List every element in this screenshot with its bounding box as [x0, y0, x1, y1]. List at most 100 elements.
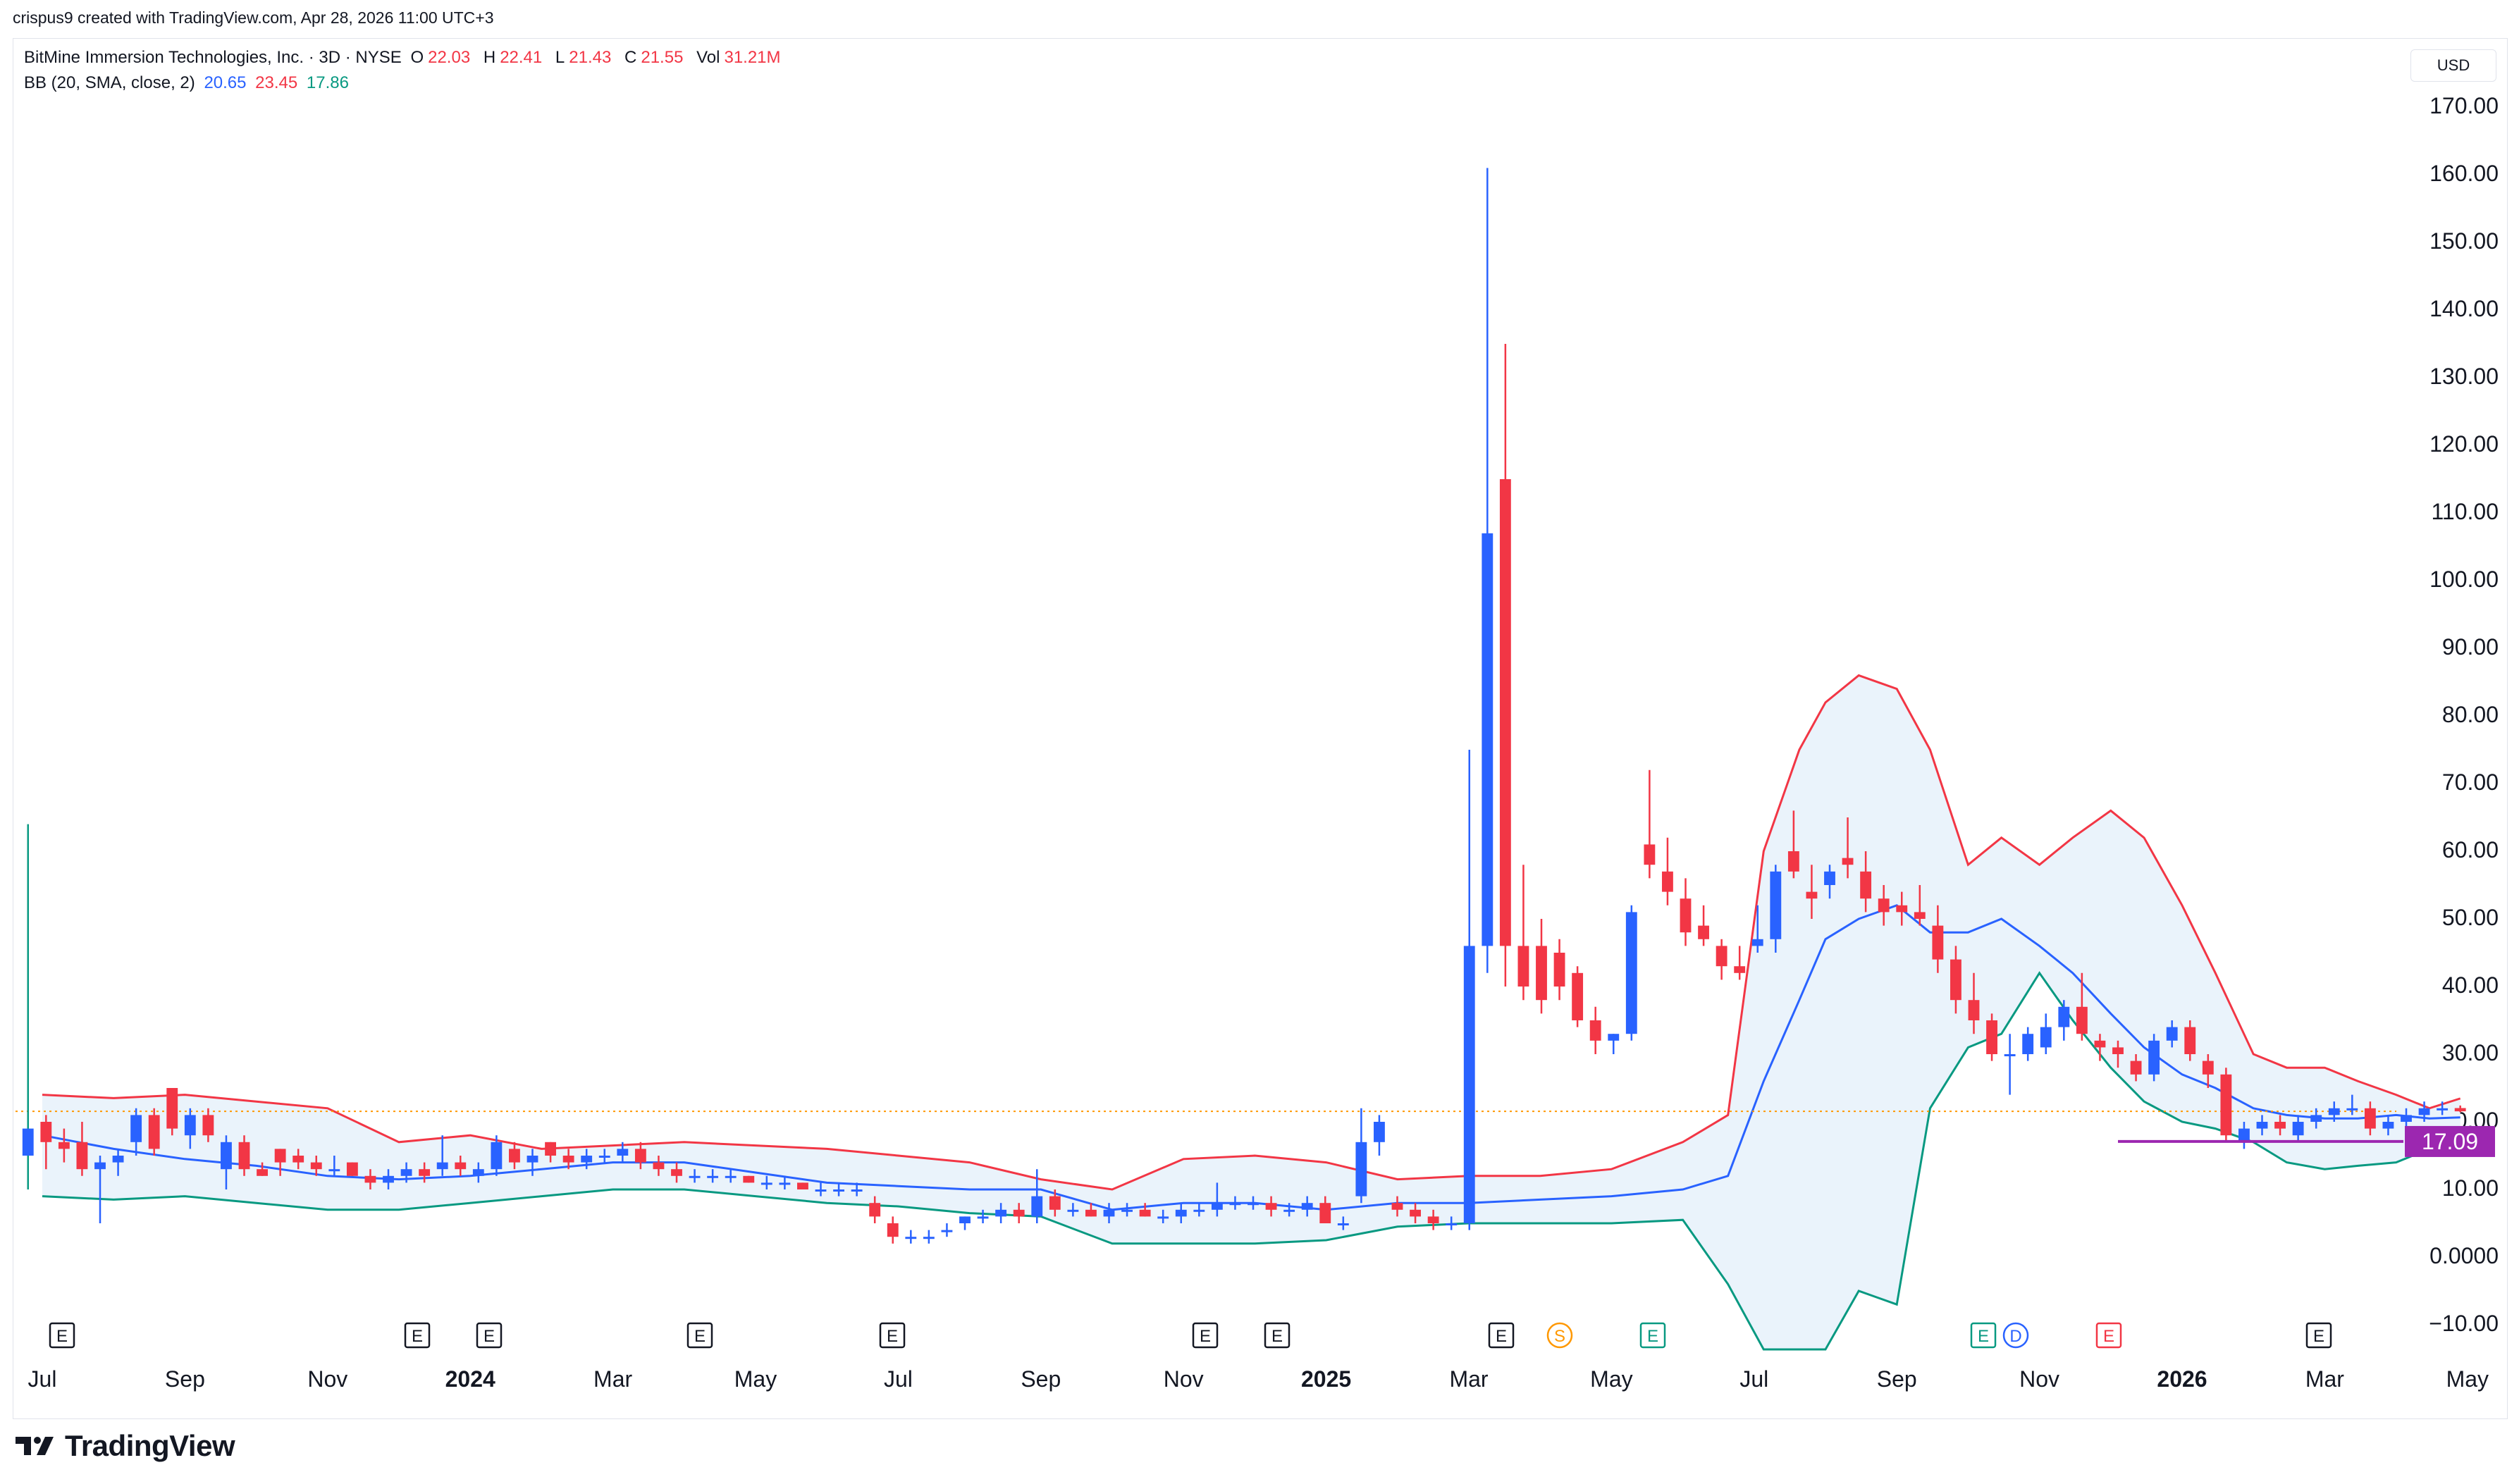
candle-body: [2310, 1115, 2322, 1122]
event-marker-d: [2002, 1322, 2029, 1349]
candle-body: [1896, 905, 1908, 913]
candle-body: [634, 1149, 646, 1163]
candle-body: [2004, 1054, 2016, 1056]
y-tick-label: 150.00: [2429, 228, 2499, 254]
candle-body: [184, 1115, 196, 1136]
y-tick-label: 40.00: [2442, 972, 2499, 998]
candle-body: [851, 1189, 863, 1192]
candle-body: [1175, 1209, 1187, 1217]
bb-label[interactable]: BB (20, SMA, close, 2): [24, 73, 195, 92]
candle-body: [526, 1156, 538, 1163]
candle-body: [2040, 1027, 2052, 1048]
candle-body: [419, 1169, 431, 1176]
x-tick-label: May: [2446, 1366, 2489, 1392]
candle-body: [400, 1169, 412, 1176]
candle-body: [1914, 912, 1926, 919]
candle-body: [22, 1128, 34, 1156]
event-marker-label: E: [694, 1327, 706, 1346]
candle-body: [1301, 1203, 1313, 1210]
candle-body: [1355, 1142, 1367, 1197]
tradingview-logo[interactable]: TradingView: [14, 1429, 235, 1463]
y-tick-label: 120.00: [2429, 431, 2499, 457]
x-tick-label: May: [1590, 1366, 1632, 1392]
candle-body: [1878, 898, 1890, 913]
candle-body: [238, 1142, 250, 1170]
x-tick-label: 2026: [2157, 1366, 2207, 1392]
event-marker-e: [404, 1322, 431, 1349]
bb-basis-line: [42, 904, 2461, 1211]
candle-body: [436, 1162, 448, 1170]
event-marker-label: E: [412, 1327, 423, 1346]
candle-body: [671, 1169, 682, 1176]
candle-body: [346, 1162, 358, 1176]
candle-body: [1716, 946, 1727, 967]
candle-body: [1770, 871, 1782, 939]
x-tick-label: 2025: [1301, 1366, 1351, 1392]
candle-body: [2292, 1122, 2304, 1136]
candle-body: [455, 1162, 467, 1170]
candle-body: [1085, 1209, 1097, 1217]
candle-body: [707, 1175, 719, 1178]
candle-body: [797, 1182, 808, 1189]
candle-body: [1734, 966, 1746, 973]
event-marker-e: [879, 1322, 906, 1349]
x-tick-label: Nov: [1164, 1366, 1204, 1392]
candle-body: [2184, 1027, 2196, 1054]
volume-label: Vol: [696, 48, 720, 67]
candle-body: [1013, 1209, 1025, 1217]
event-marker-label: E: [484, 1327, 495, 1346]
bb-legend: BB (20, SMA, close, 2) 20.65 23.45 17.86: [24, 73, 353, 93]
candle-body: [1427, 1216, 1439, 1223]
y-tick-label: 160.00: [2429, 161, 2499, 186]
candle-body: [562, 1156, 574, 1163]
bb-upper-value: 23.45: [255, 73, 298, 92]
candle-body: [1139, 1209, 1151, 1217]
y-tick-label: 110.00: [2432, 499, 2499, 524]
candle-body: [202, 1115, 214, 1136]
event-marker-label: E: [1496, 1327, 1507, 1346]
candle-body: [383, 1175, 394, 1183]
event-marker-label: E: [1978, 1327, 1989, 1346]
candle-body: [1031, 1196, 1043, 1217]
open-value: 22.03: [428, 48, 471, 67]
candle-body: [977, 1216, 989, 1219]
candle-body: [76, 1142, 88, 1170]
bb-lower-value: 17.86: [306, 73, 349, 92]
currency-button[interactable]: USD: [2410, 49, 2496, 82]
candle-body: [328, 1169, 340, 1172]
candle-body: [2238, 1128, 2250, 1142]
candle-body: [1644, 844, 1656, 865]
candle-body: [2382, 1122, 2394, 1129]
candle-body: [1265, 1203, 1277, 1210]
candle-body: [472, 1169, 484, 1176]
candle-body: [2022, 1034, 2034, 1054]
candle-body: [653, 1162, 665, 1170]
candle-body: [1787, 851, 1799, 872]
close-value: 21.55: [641, 48, 684, 67]
event-marker-label: E: [1200, 1327, 1211, 1346]
candle-body: [869, 1203, 881, 1217]
event-marker-e: [2305, 1322, 2332, 1349]
candle-body: [2437, 1108, 2449, 1111]
x-tick-label: Nov: [307, 1366, 347, 1392]
bb-basis-value: 20.65: [204, 73, 247, 92]
candle-body: [1986, 1020, 1997, 1054]
candle-body: [491, 1142, 503, 1170]
candle-body: [2202, 1061, 2214, 1075]
x-tick-label: Jul: [884, 1366, 913, 1392]
candle-body: [1229, 1203, 1241, 1206]
bb-fill: [42, 675, 2461, 1349]
event-marker-e: [1192, 1322, 1219, 1349]
x-tick-label: Mar: [593, 1366, 632, 1392]
candle-body: [1589, 1020, 1601, 1041]
candle-body: [941, 1230, 953, 1232]
candle-body: [1860, 871, 1872, 899]
candle-body: [581, 1156, 593, 1163]
symbol-name[interactable]: BitMine Immersion Technologies, Inc. · 3…: [24, 48, 402, 67]
candle-body: [995, 1209, 1007, 1217]
bb-upper-line: [42, 674, 2461, 1191]
event-marker-label: E: [56, 1327, 68, 1346]
event-marker-e: [476, 1322, 503, 1349]
candle-body: [1482, 533, 1493, 946]
